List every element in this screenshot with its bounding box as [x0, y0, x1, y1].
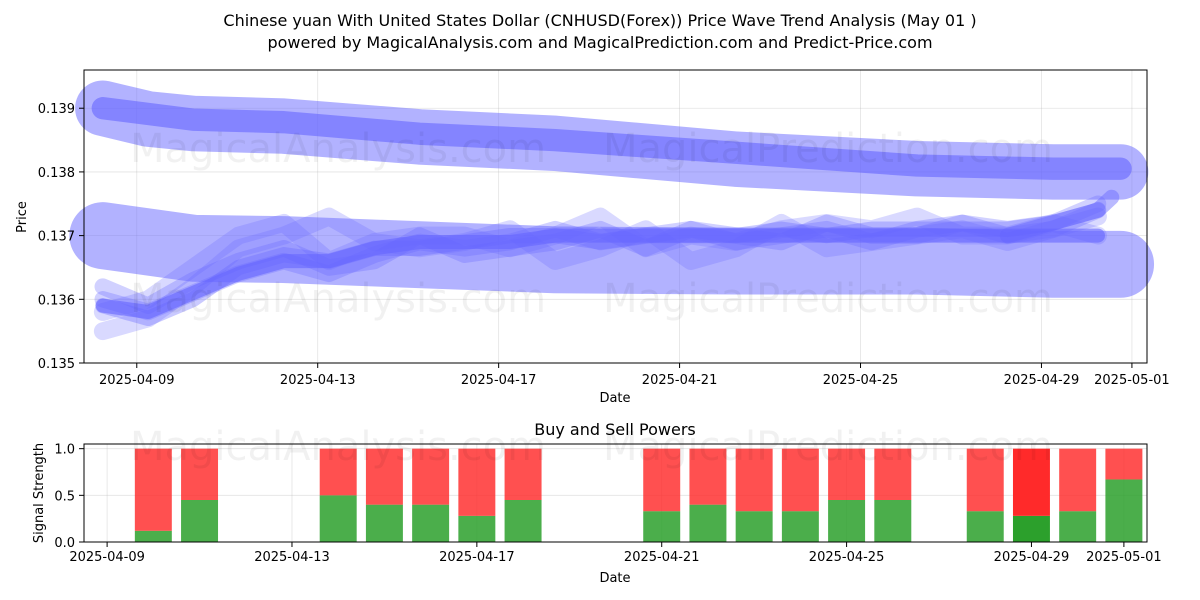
sell-bar: [1059, 448, 1097, 512]
buy-sell-x-axis-label: Date: [599, 571, 630, 586]
buy-sell-x-ticks: 2025-04-09 2025-04-13 2025-04-17 2025-04-21…: [69, 542, 1162, 565]
buy-sell-x-tick-label: 2025-04-17: [439, 550, 515, 565]
sell-bar: [504, 448, 542, 500]
price-band-upper-center: [91, 97, 1132, 180]
buy-bar: [504, 500, 542, 542]
sell-bar: [458, 448, 496, 516]
price-x-tick-label: 2025-05-01: [1094, 373, 1170, 388]
sell-bar: [874, 448, 912, 500]
sell-bar: [1105, 448, 1143, 480]
watermark-left-mid: MagicalAnalysis.com: [130, 276, 546, 322]
sell-bar: [319, 448, 357, 496]
price-x-tick-label: 2025-04-13: [280, 373, 356, 388]
buy-sell-y-tick-label: 0.5: [54, 489, 75, 504]
buy-sell-chart: Buy and Sell Powers MagicalAnalysis.com …: [32, 420, 1162, 586]
buy-sell-bars: [134, 448, 1143, 542]
price-wave-chart: MagicalAnalysis.com MagicalPrediction.co…: [15, 69, 1170, 406]
buy-bar: [1059, 511, 1097, 542]
buy-bar: [412, 504, 450, 542]
buy-bar: [781, 511, 819, 542]
sell-bar: [643, 448, 681, 512]
buy-sell-x-tick-label: 2025-05-01: [1086, 550, 1162, 565]
sell-bar: [181, 448, 219, 500]
price-band-mid-wide: [69, 202, 1155, 298]
buy-bar: [689, 504, 727, 542]
buy-sell-y-axis-label: Signal Strength: [32, 443, 47, 543]
buy-sell-y-ticks: 0.0 0.5 1.0: [54, 443, 84, 551]
sell-bar: [134, 448, 172, 531]
price-band-center-trend: [95, 228, 1106, 320]
buy-sell-title: Buy and Sell Powers: [534, 420, 696, 439]
sell-bar: [966, 448, 1004, 512]
buy-sell-y-tick-label: 0.0: [54, 536, 75, 551]
sell-bar: [689, 448, 727, 505]
price-plot-frame: [83, 69, 1148, 364]
price-x-tick-label: 2025-04-29: [1004, 373, 1080, 388]
sell-bar: [1012, 448, 1050, 516]
price-band-end-spike: [999, 189, 1120, 244]
watermark-right-mid: MagicalPrediction.com: [603, 276, 1053, 322]
buy-bar: [874, 500, 912, 542]
watermark-left-bottom: MagicalAnalysis.com: [130, 424, 546, 470]
sell-bar: [828, 448, 866, 500]
price-y-tick-label: 0.139: [38, 102, 75, 117]
watermark-left-top: MagicalAnalysis.com: [130, 126, 546, 172]
buy-bar: [966, 511, 1004, 542]
price-x-ticks: 2025-04-09 2025-04-13 2025-04-17 2025-04-21…: [99, 363, 1170, 388]
price-x-tick-label: 2025-04-21: [642, 373, 718, 388]
buy-bar: [735, 511, 773, 542]
buy-bar: [134, 530, 172, 542]
price-x-axis-label: Date: [599, 391, 630, 406]
price-y-tick-label: 0.138: [38, 166, 75, 181]
price-y-tick-label: 0.136: [38, 293, 75, 308]
buy-sell-x-tick-label: 2025-04-29: [994, 550, 1070, 565]
buy-bar: [828, 500, 866, 542]
chart-title-line1: Chinese yuan With United States Dollar (…: [223, 11, 976, 30]
price-y-ticks: 0.135 0.136 0.137 0.138 0.139: [38, 102, 84, 372]
price-x-tick-label: 2025-04-25: [823, 373, 899, 388]
price-bands: [69, 80, 1155, 341]
price-x-tick-label: 2025-04-09: [99, 373, 175, 388]
buy-sell-plot-frame: [83, 443, 1148, 543]
sell-bar: [781, 448, 819, 512]
buy-bar: [458, 515, 496, 542]
buy-bar: [643, 511, 681, 542]
sell-bar: [412, 448, 450, 505]
buy-sell-x-tick-label: 2025-04-25: [809, 550, 885, 565]
buy-bar: [365, 504, 403, 542]
price-band-wave-1: [93, 207, 1107, 321]
chart-title-line2: powered by MagicalAnalysis.com and Magic…: [267, 33, 932, 52]
buy-sell-x-tick-label: 2025-04-13: [254, 550, 330, 565]
price-y-tick-label: 0.137: [38, 230, 75, 245]
buy-bar: [1012, 515, 1050, 542]
sell-bar: [735, 448, 773, 512]
buy-bar: [319, 495, 357, 542]
buy-bar: [1105, 479, 1143, 542]
price-x-tick-label: 2025-04-17: [461, 373, 537, 388]
watermark-right-top: MagicalPrediction.com: [603, 126, 1053, 172]
price-y-tick-label: 0.135: [38, 357, 75, 372]
buy-sell-x-tick-label: 2025-04-21: [624, 550, 700, 565]
buy-sell-x-tick-label: 2025-04-09: [69, 550, 145, 565]
buy-bar: [181, 500, 219, 542]
price-y-axis-label: Price: [15, 201, 30, 233]
buy-sell-y-tick-label: 1.0: [54, 443, 75, 458]
sell-bar: [365, 448, 403, 505]
watermark-right-bottom: MagicalPrediction.com: [603, 424, 1053, 470]
